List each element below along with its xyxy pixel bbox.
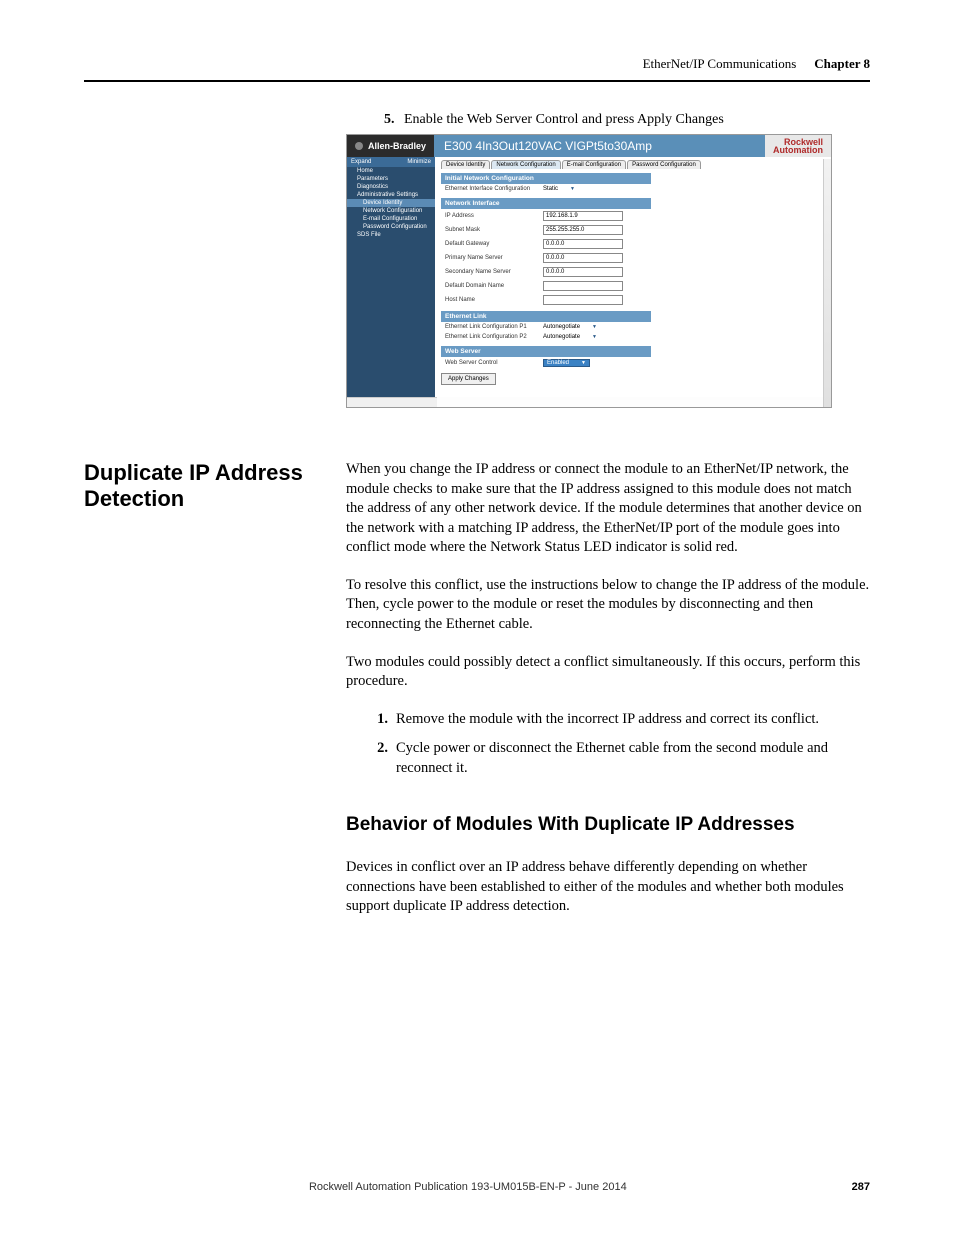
sidebar-item[interactable]: Parameters [347,175,435,183]
sidebar-item[interactable]: Diagnostics [347,183,435,191]
text-input[interactable]: 255.255.255.0 [543,225,623,235]
screenshot-main-panel: Device IdentityNetwork ConfigurationE-ma… [435,157,831,397]
text-input[interactable]: 0.0.0.0 [543,267,623,277]
paragraph-intro: When you change the IP address or connec… [346,460,870,558]
config-tab[interactable]: Device Identity [441,160,490,169]
row-web-server-control: Web Server Control Enabled▼ [441,357,651,369]
sidebar-item[interactable]: Administrative Settings [347,191,435,199]
text-input[interactable]: 0.0.0.0 [543,239,623,249]
screenshot-web-interface: Allen-Bradley E300 4In3Out120VAC VIGPt5t… [346,134,832,408]
select-static[interactable]: Static▼ [543,186,575,192]
sidebar-item[interactable]: E-mail Configuration [347,215,435,223]
sidebar-controls[interactable]: Expand Minimize [347,157,435,167]
list-item: 2. Cycle power or disconnect the Etherne… [368,739,870,778]
page-footer: Rockwell Automation Publication 193-UM01… [84,1181,870,1193]
step-number: 5. [384,112,395,127]
sidebar-item[interactable]: SDS File [347,231,435,239]
text-input[interactable] [543,295,623,305]
network-field-row: Host Name [441,293,651,307]
screenshot-topbar: Allen-Bradley E300 4In3Out120VAC VIGPt5t… [347,135,831,157]
network-field-row: Secondary Name Server0.0.0.0 [441,265,651,279]
text-input[interactable]: 192.168.1.9 [543,211,623,221]
header-chapter: Chapter 8 [814,56,870,72]
page-header: EtherNet/IP Communications Chapter 8 [84,56,870,82]
list-item: 1. Remove the module with the incorrect … [368,710,870,730]
network-field-row: Default Gateway0.0.0.0 [441,237,651,251]
ordered-list-procedure: 1. Remove the module with the incorrect … [368,710,870,779]
select-autonegotiate[interactable]: Autonegotiate▼ [543,324,597,330]
ethernet-link-row: Ethernet Link Configuration P2Autonegoti… [441,332,651,342]
config-tabs: Device IdentityNetwork ConfigurationE-ma… [441,160,825,169]
config-tab[interactable]: E-mail Configuration [562,160,626,169]
step-text: Enable the Web Server Control and press … [404,112,724,127]
step-instruction: 5. Enable the Web Server Control and pre… [384,112,870,128]
header-title: EtherNet/IP Communications [643,56,797,72]
network-field-row: Primary Name Server0.0.0.0 [441,251,651,265]
config-tab[interactable]: Network Configuration [491,160,560,169]
apply-changes-button[interactable]: Apply Changes [441,373,496,385]
scrollbar-horizontal[interactable] [347,397,437,407]
logo-rockwell: RockwellAutomation [765,136,831,156]
brand-allen-bradley: Allen-Bradley [347,135,434,157]
section-initial-network: Initial Network Configuration [441,173,651,184]
device-title: E300 4In3Out120VAC VIGPt5to30Amp [434,135,765,157]
sidebar-item[interactable]: Password Configuration [347,223,435,231]
scrollbar-vertical[interactable] [823,159,831,407]
section-web-server: Web Server [441,346,651,357]
footer-publication: Rockwell Automation Publication 193-UM01… [84,1181,852,1193]
network-field-row: IP Address192.168.1.9 [441,209,651,223]
sidebar-item[interactable]: Home [347,167,435,175]
section-ethernet-link: Ethernet Link [441,311,651,322]
select-autonegotiate[interactable]: Autonegotiate▼ [543,334,597,340]
select-web-server-enabled[interactable]: Enabled▼ [543,359,590,367]
footer-page-number: 287 [852,1181,870,1193]
paragraph-behavior: Devices in conflict over an IP address b… [346,858,870,917]
ethernet-link-row: Ethernet Link Configuration P1Autonegoti… [441,322,651,332]
network-field-row: Subnet Mask255.255.255.0 [441,223,651,237]
network-field-row: Default Domain Name [441,279,651,293]
row-ethernet-interface: Ethernet Interface Configuration Static▼ [441,184,651,194]
section-heading: Duplicate IP Address Detection [84,460,318,513]
section-network-interface: Network Interface [441,198,651,209]
subheading-behavior: Behavior of Modules With Duplicate IP Ad… [346,812,870,838]
paragraph-simultaneous: Two modules could possibly detect a conf… [346,653,870,692]
text-input[interactable] [543,281,623,291]
screenshot-sidebar: Expand Minimize HomeParametersDiagnostic… [347,157,435,397]
config-tab[interactable]: Password Configuration [627,160,701,169]
paragraph-resolve: To resolve this conflict, use the instru… [346,576,870,635]
text-input[interactable]: 0.0.0.0 [543,253,623,263]
sidebar-item[interactable]: Network Configuration [347,207,435,215]
sidebar-item[interactable]: Device Identity [347,199,435,207]
